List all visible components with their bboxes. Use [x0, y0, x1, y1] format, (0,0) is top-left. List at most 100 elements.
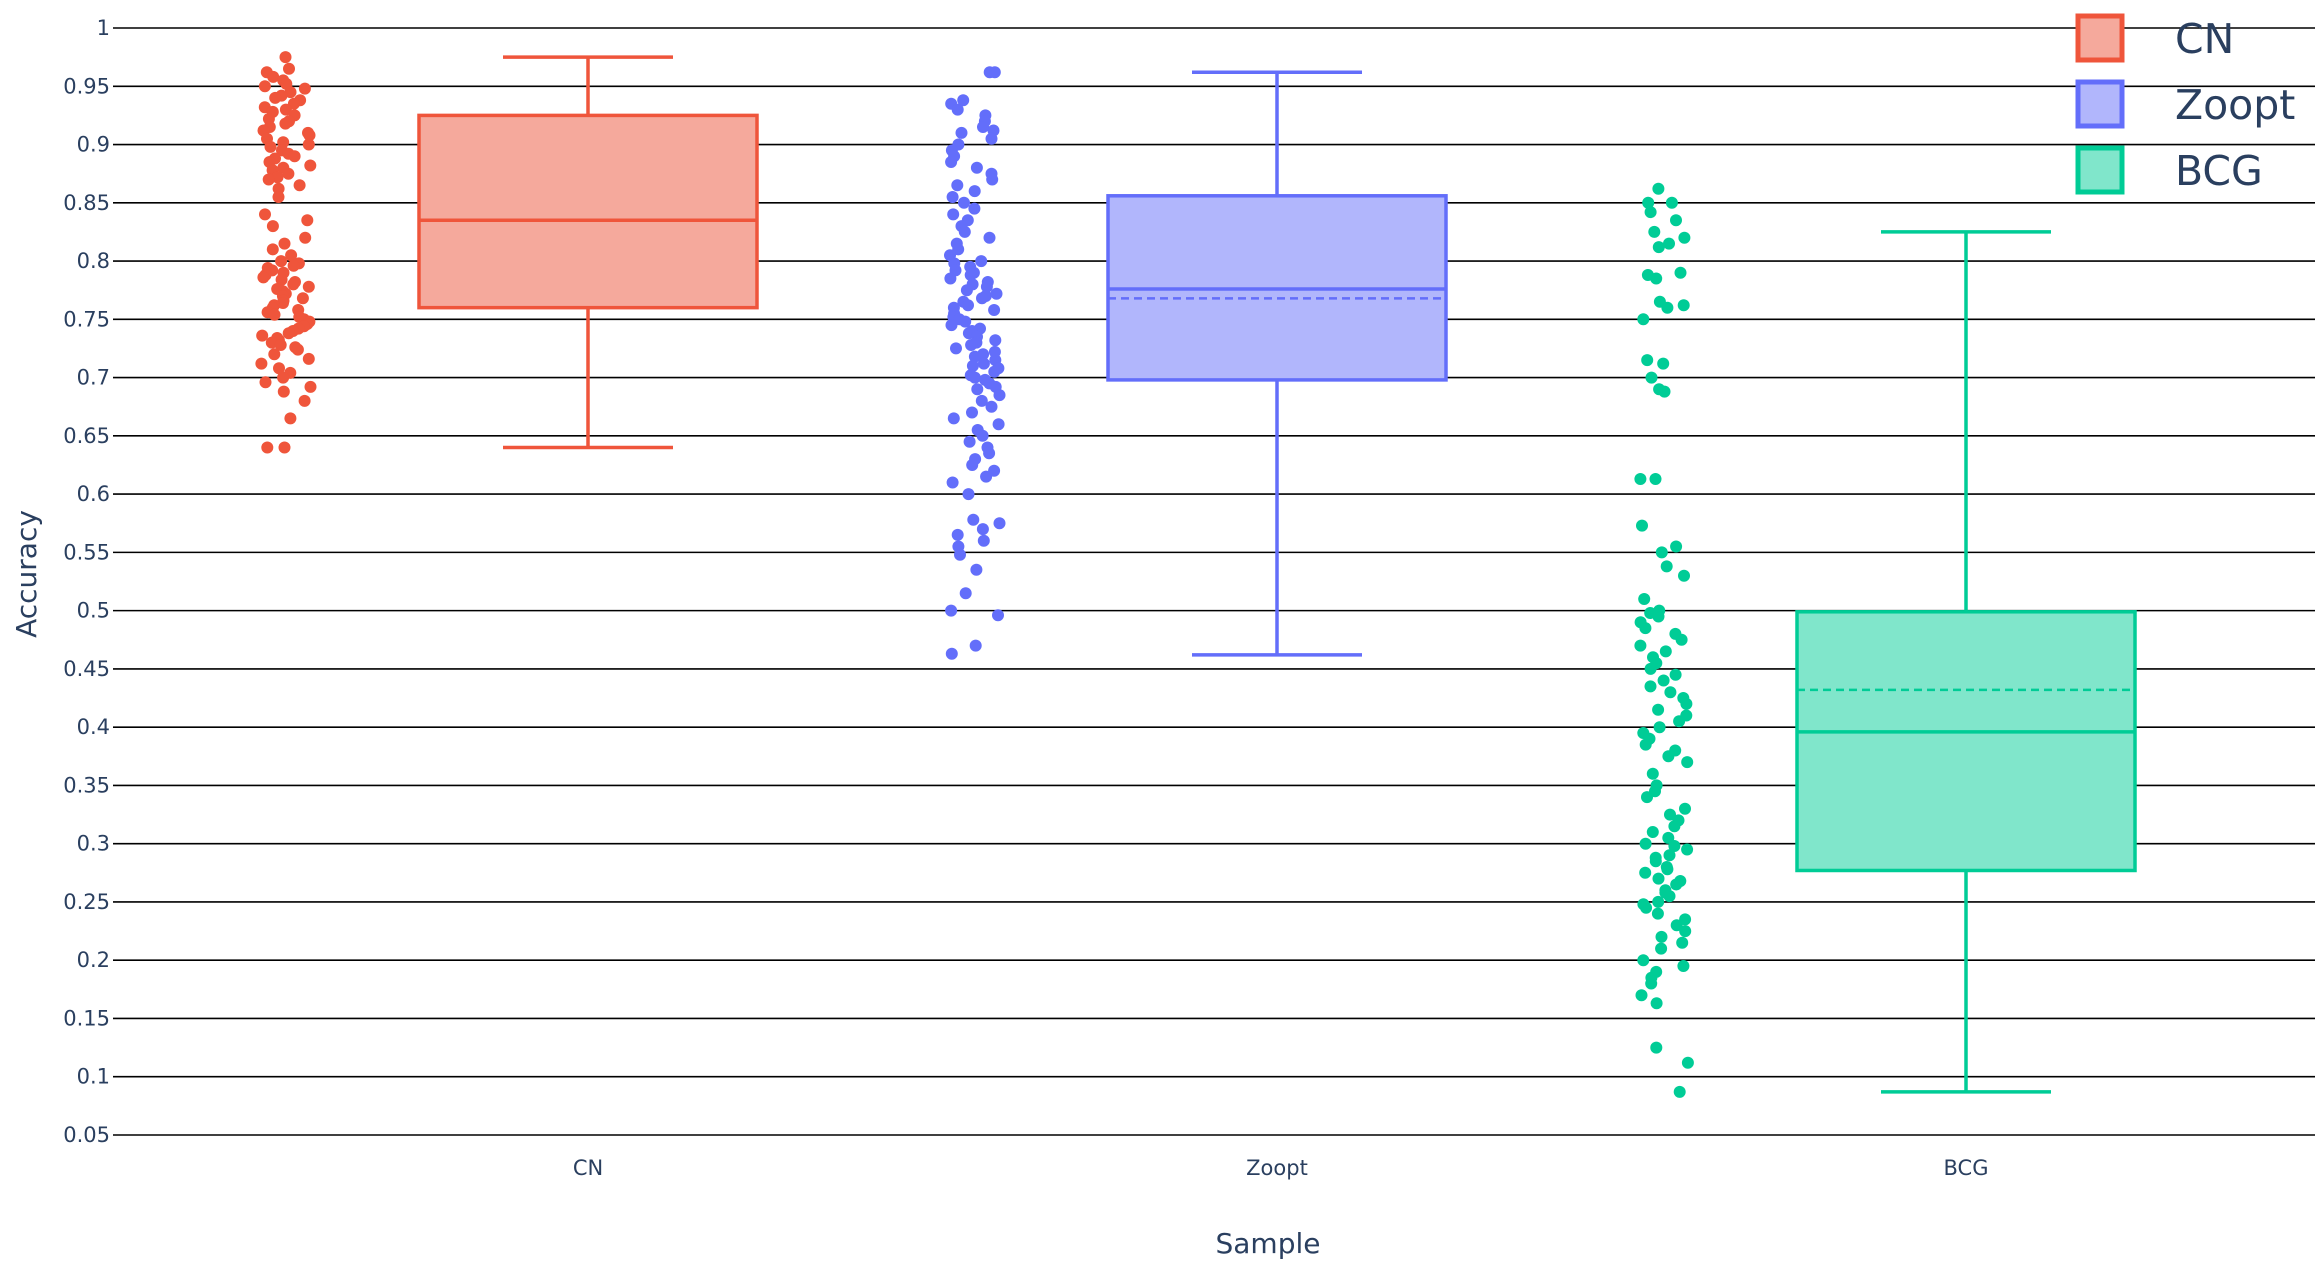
data-point [1663, 849, 1676, 862]
data-point [1670, 540, 1683, 553]
data-point [980, 470, 993, 483]
data-point [976, 429, 989, 442]
data-point [285, 249, 298, 262]
legend-label: Zoopt [2175, 81, 2295, 129]
y-axis-ticks: 0.05 0.1 0.15 0.2 0.25 0.3 0.35 0.4 0.45 0.5 0.55 0… [63, 16, 110, 1147]
data-point [277, 371, 290, 384]
data-point [1651, 907, 1664, 920]
y-tick-label: 0.7 [77, 366, 110, 390]
data-point [1636, 519, 1648, 532]
data-point [1670, 214, 1682, 227]
data-point [971, 383, 984, 396]
series-layer [255, 51, 2137, 1098]
data-point [1655, 942, 1668, 955]
data-point [1639, 837, 1652, 850]
data-point [958, 196, 970, 209]
data-point [1640, 901, 1653, 914]
data-point [1650, 272, 1663, 285]
data-point [954, 548, 966, 561]
data-point [963, 435, 976, 448]
data-point [965, 339, 978, 351]
data-point [1657, 674, 1670, 687]
data-point [1641, 791, 1653, 804]
data-point [261, 441, 274, 454]
data-point [269, 91, 282, 104]
data-point [1652, 872, 1665, 885]
data-point [1652, 241, 1665, 254]
series-cn [255, 51, 759, 454]
y-tick-label: 0.75 [63, 307, 110, 331]
y-tick-label: 0.45 [63, 657, 110, 681]
data-point [966, 459, 979, 471]
data-point [282, 327, 295, 340]
data-point [992, 418, 1005, 431]
data-point [302, 138, 315, 151]
data-point [278, 237, 291, 250]
data-point [274, 339, 287, 351]
data-point [977, 357, 990, 370]
data-point [968, 371, 981, 384]
y-tick-label: 0.85 [63, 191, 110, 215]
data-point [975, 394, 988, 407]
data-point [1678, 569, 1690, 582]
data-point [1644, 680, 1657, 693]
legend-swatch [2075, 145, 2125, 195]
y-tick-label: 0.1 [77, 1065, 110, 1089]
data-point [287, 259, 300, 272]
y-tick-label: 0.15 [63, 1006, 110, 1030]
data-point [988, 66, 1001, 79]
data-point [1660, 560, 1673, 573]
data-point [988, 365, 1001, 378]
data-point [1652, 895, 1665, 908]
data-point [1661, 301, 1674, 314]
y-tick-label: 0.5 [77, 599, 110, 623]
legend-item-zoopt[interactable]: Zoopt [2075, 79, 2295, 129]
data-point [967, 513, 980, 526]
data-point [1653, 721, 1666, 734]
data-point [273, 362, 285, 375]
data-point [976, 523, 989, 536]
data-point [947, 208, 960, 221]
y-tick-label: 0.35 [63, 773, 110, 797]
data-point [1637, 313, 1650, 326]
data-point [970, 563, 983, 576]
data-point [1677, 299, 1690, 312]
data-point [267, 70, 280, 83]
data-point [304, 380, 317, 393]
y-tick-label: 0.65 [63, 424, 110, 448]
data-point [951, 179, 964, 192]
data-point [1646, 767, 1659, 780]
data-point [1662, 750, 1675, 763]
data-point [288, 150, 301, 163]
data-point [1674, 266, 1687, 279]
data-point [1639, 622, 1652, 635]
data-point [1673, 715, 1686, 728]
data-point [1655, 930, 1668, 943]
y-tick-label: 0.25 [63, 890, 110, 914]
data-point [1644, 662, 1657, 675]
legend-label: BCG [2175, 147, 2263, 195]
data-point [1664, 808, 1676, 821]
data-point [1652, 182, 1665, 195]
data-point [1678, 231, 1691, 244]
data-point [969, 639, 982, 652]
data-point [993, 517, 1006, 530]
data-point [1673, 1085, 1686, 1098]
data-point [945, 156, 958, 168]
data-point [966, 406, 978, 419]
legend-item-bcg[interactable]: BCG [2075, 145, 2263, 195]
legend-item-cn[interactable]: CN [2075, 13, 2234, 63]
x-tick-label: Zoopt [1246, 1156, 1308, 1180]
data-point [950, 342, 962, 355]
data-point [304, 159, 317, 172]
y-axis-title: Accuracy [10, 510, 43, 638]
legend[interactable]: CN Zoopt BCG [2075, 13, 2295, 195]
data-point [279, 117, 292, 130]
data-point [1679, 913, 1692, 926]
data-point [1676, 936, 1689, 949]
data-point [264, 140, 277, 153]
data-point [1670, 878, 1683, 891]
data-point [1644, 206, 1657, 219]
x-axis-ticks: CN Zoopt BCG [573, 1156, 1989, 1180]
data-point [1639, 866, 1652, 879]
